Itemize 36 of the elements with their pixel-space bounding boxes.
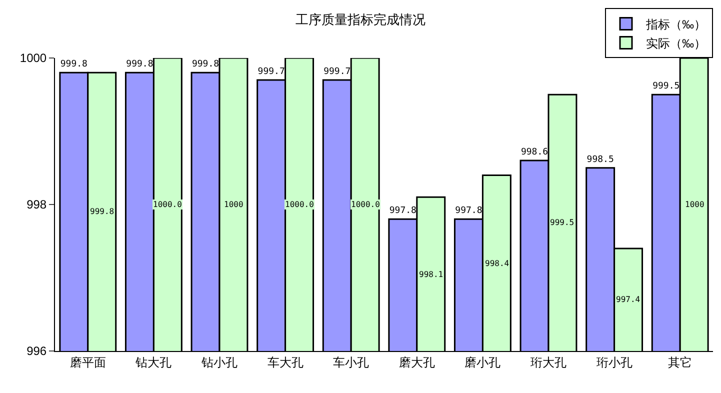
data-label: 1000.0	[153, 200, 182, 209]
data-label: 999.8	[60, 60, 88, 70]
y-tick-label: 1000	[20, 51, 47, 66]
x-tick-label: 其它	[668, 355, 692, 370]
x-tick-label: 珩大孔	[530, 355, 566, 370]
data-label: 999.8	[90, 207, 114, 216]
chart-title: 工序质量指标完成情况	[296, 12, 426, 28]
data-label: 1000	[224, 200, 244, 209]
data-label: 999.5	[652, 82, 680, 92]
x-tick-label: 磨平面	[70, 355, 106, 370]
x-tick-label: 磨小孔	[464, 355, 501, 370]
legend-label: 指标（‰）	[645, 17, 706, 32]
x-tick-label: 钻大孔	[134, 355, 172, 370]
data-label: 999.7	[324, 66, 351, 77]
data-label: 999.7	[258, 66, 285, 77]
data-label: 998.6	[520, 148, 548, 158]
data-label: 998.4	[485, 259, 510, 268]
data-label: 997.4	[616, 295, 640, 304]
x-tick-label: 车大孔	[267, 355, 304, 370]
y-tick-label: 996	[26, 344, 47, 358]
data-label: 999.8	[126, 60, 154, 70]
data-label: 999.5	[550, 218, 574, 227]
legend-label: 实际（‰）	[646, 36, 706, 50]
data-label: 998.1	[419, 270, 444, 279]
data-label: 998.5	[586, 154, 614, 165]
x-tick-label: 磨大孔	[398, 355, 435, 370]
x-tick-label: 车小孔	[333, 355, 370, 370]
data-label: 1000.0	[351, 200, 380, 209]
data-label: 997.8	[389, 206, 416, 216]
x-tick-label: 珩小孔	[596, 355, 632, 370]
data-label: 997.8	[455, 206, 482, 216]
x-tick-label: 钻小孔	[200, 355, 238, 370]
y-tick-label: 998	[26, 198, 47, 212]
data-label: 1000	[685, 200, 704, 209]
data-label: 1000.0	[285, 200, 314, 209]
data-label: 999.8	[192, 60, 220, 70]
